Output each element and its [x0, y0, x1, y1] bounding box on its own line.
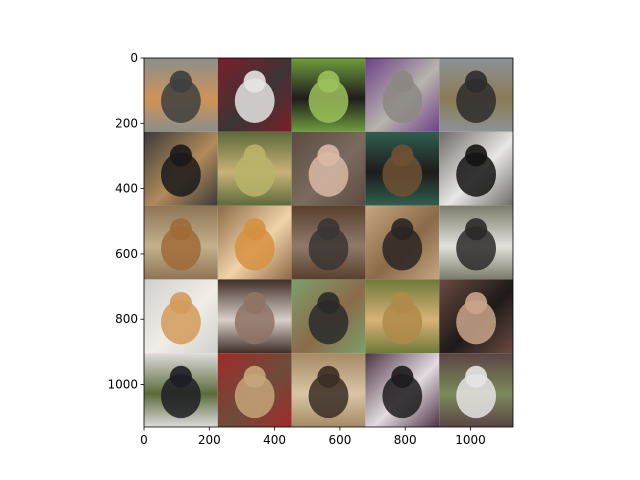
x-tick-label: 600 [328, 433, 351, 447]
grid-cell-dog-photo [365, 279, 440, 354]
grid-cell-cat-photo [217, 205, 292, 280]
dog-body [456, 300, 497, 345]
y-tick-label: 400 [115, 182, 138, 196]
grid-cell-cat-photo [217, 58, 292, 132]
cat-head [243, 70, 266, 93]
grid-cell-cat-photo [144, 279, 218, 354]
dog-body [160, 373, 201, 419]
dog-body [234, 300, 275, 345]
cat-body [456, 152, 497, 197]
x-tick-label: 0 [140, 433, 148, 447]
cat-body [456, 373, 497, 419]
grid-cell-dog-photo [291, 279, 366, 354]
grid-cell-dog-photo [291, 353, 366, 427]
dog-head [465, 291, 488, 315]
cat-head [243, 218, 266, 241]
y-tick-label: 0 [130, 51, 138, 65]
cat-head [169, 291, 192, 315]
y-tick-label: 1000 [107, 378, 138, 392]
grid-cell-dog-photo [217, 353, 292, 427]
axes-frame [143, 57, 514, 428]
dog-body [456, 78, 497, 123]
grid-cell-cat-photo [365, 353, 440, 427]
grid-cell-cat-photo [291, 131, 366, 206]
y-axis: 0 200 400 600 800 1000 [107, 51, 144, 392]
dog-body [308, 300, 349, 345]
cat-head [169, 70, 192, 93]
dog-head [391, 291, 414, 315]
grid-cell-cat-photo [291, 205, 366, 280]
grid-cell-cat-photo [365, 58, 440, 132]
cat-body [308, 152, 349, 197]
cat-body [234, 78, 275, 123]
dog-head [391, 218, 414, 241]
grid-cell-cat-photo [217, 131, 292, 206]
cat-head [317, 144, 340, 167]
grid-cell-dog-photo [217, 279, 292, 354]
dog-head [317, 291, 340, 315]
grid-cell-dog-photo [439, 58, 513, 132]
dog-head [243, 365, 266, 388]
dog-body [382, 152, 423, 197]
x-tick-label: 1000 [455, 433, 486, 447]
cat-head [465, 365, 488, 388]
cat-head [317, 218, 340, 241]
dog-body [382, 300, 423, 345]
grid-cell-dog-photo [439, 205, 513, 280]
cat-body [308, 226, 349, 271]
grid-cell-cat-photo [144, 58, 218, 132]
grid-cell-dog-photo [439, 279, 513, 354]
x-tick-label: 800 [394, 433, 417, 447]
cat-body [160, 78, 201, 123]
y-tick-label: 600 [115, 247, 138, 261]
dog-body [308, 373, 349, 419]
grid-cell-dog-photo [144, 205, 218, 280]
grid-cell-dog-photo [365, 205, 440, 280]
cat-body [234, 226, 275, 271]
cat-body [382, 373, 423, 419]
cat-body [160, 152, 201, 197]
dog-head [465, 70, 488, 93]
cat-head [391, 70, 414, 93]
y-tick-label: 200 [115, 116, 138, 130]
cat-head [317, 70, 340, 93]
cat-body [308, 78, 349, 123]
y-tick-label: 800 [115, 312, 138, 326]
dog-body [456, 226, 497, 271]
grid-cell-dog-photo [144, 353, 218, 427]
dog-head [169, 218, 192, 241]
x-tick-label: 200 [198, 433, 221, 447]
dog-head [391, 144, 414, 167]
grid-cell-cat-photo [439, 131, 513, 206]
grid-cell-cat-photo [291, 58, 366, 132]
dog-head [169, 365, 192, 388]
grid-cell-cat-photo [439, 353, 513, 427]
dog-body [382, 226, 423, 271]
dog-head [317, 365, 340, 388]
x-tick-label: 400 [263, 433, 286, 447]
cat-head [169, 144, 192, 167]
image-grid [144, 58, 513, 427]
grid-cell-cat-photo [144, 131, 218, 206]
cat-body [160, 300, 201, 345]
cat-body [382, 78, 423, 123]
grid-cell-dog-photo [365, 131, 440, 206]
x-axis: 0 200 400 600 800 1000 [140, 427, 486, 447]
cat-head [243, 144, 266, 167]
dog-body [234, 373, 275, 419]
cat-body [234, 152, 275, 197]
dog-body [160, 226, 201, 271]
dog-head [243, 291, 266, 315]
cat-head [465, 144, 488, 167]
cat-head [391, 365, 414, 388]
dog-head [465, 218, 488, 241]
